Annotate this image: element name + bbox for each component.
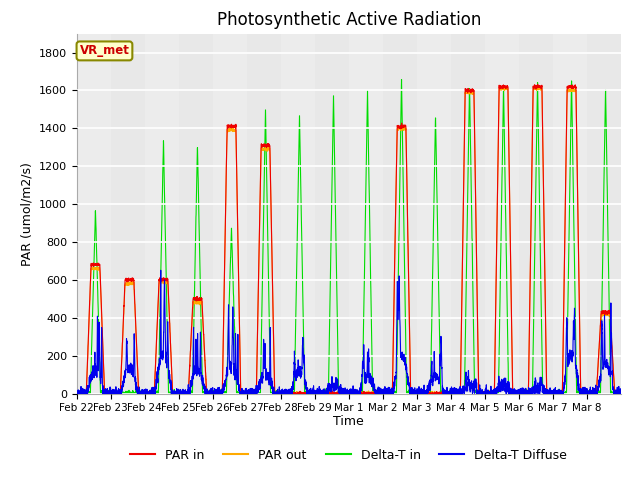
Bar — [553, 34, 587, 394]
Legend: PAR in, PAR out, Delta-T in, Delta-T Diffuse: PAR in, PAR out, Delta-T in, Delta-T Dif… — [125, 444, 572, 467]
Title: Photosynthetic Active Radiation: Photosynthetic Active Radiation — [216, 11, 481, 29]
Bar — [485, 34, 519, 394]
Text: VR_met: VR_met — [79, 44, 129, 58]
Bar — [77, 34, 111, 394]
Bar — [417, 34, 451, 394]
Bar — [281, 34, 315, 394]
Y-axis label: PAR (umol/m2/s): PAR (umol/m2/s) — [20, 162, 33, 265]
Bar — [349, 34, 383, 394]
Bar — [212, 34, 247, 394]
X-axis label: Time: Time — [333, 415, 364, 428]
Bar — [145, 34, 179, 394]
